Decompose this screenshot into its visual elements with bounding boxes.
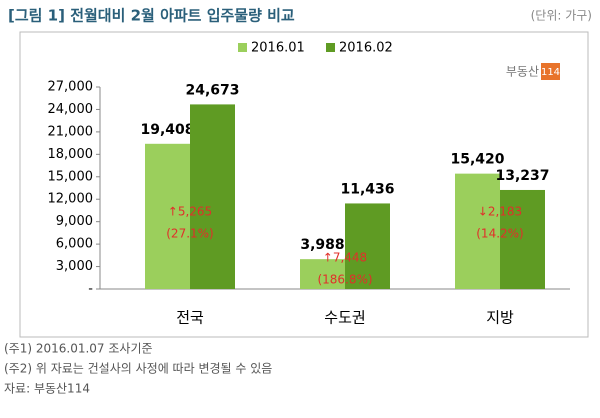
legend-swatch xyxy=(238,43,247,52)
x-tick-label: 지방 xyxy=(486,309,514,327)
logo-box xyxy=(541,63,560,80)
y-tick-label: 24,000 xyxy=(48,102,94,117)
annotation-rate: (27.1%) xyxy=(166,227,213,241)
data-label: 19,408 xyxy=(140,122,194,138)
chart-frame xyxy=(19,31,589,338)
annotation-change: ↑7,448 xyxy=(323,251,367,265)
legend-swatch xyxy=(326,43,335,52)
bar xyxy=(345,203,390,289)
x-tick-label: 전국 xyxy=(176,309,204,327)
footnote: (주1) 2016.01.07 조사기준 xyxy=(4,342,153,356)
y-tick-label: 15,000 xyxy=(48,169,94,184)
footnote: (주2) 위 자료는 건설사의 사정에 따라 변경될 수 있음 xyxy=(4,362,272,376)
logo-text: 부동산 xyxy=(506,65,539,79)
legend-label: 2016.01 xyxy=(251,41,305,56)
bar xyxy=(500,189,545,289)
annotation-rate: (14.2%) xyxy=(476,227,523,241)
footnote: 자료: 부동산114 xyxy=(4,382,90,396)
logo: 부동산 114 xyxy=(506,63,560,80)
annotation-change: ↓2,183 xyxy=(478,205,522,219)
bar xyxy=(190,104,235,289)
x-tick-label: 수도권 xyxy=(324,309,365,327)
bar xyxy=(145,143,190,289)
legend-label: 2016.02 xyxy=(339,41,393,56)
logo-num: 114 xyxy=(541,67,560,78)
y-tick-label: 27,000 xyxy=(48,80,94,95)
unit: (단위: 가구) xyxy=(531,9,592,23)
data-label: 13,237 xyxy=(495,168,549,184)
bar xyxy=(455,173,500,289)
data-label: 24,673 xyxy=(185,82,239,98)
data-label: 15,420 xyxy=(450,152,504,168)
annotation-change: ↑5,265 xyxy=(168,205,212,219)
y-tick-label: 18,000 xyxy=(48,147,94,162)
y-tick-label: 6,000 xyxy=(56,237,93,252)
y-tick-label: 3,000 xyxy=(56,259,93,274)
y-tick-label: - xyxy=(88,282,93,297)
y-tick-label: 9,000 xyxy=(56,214,93,229)
y-tick-label: 21,000 xyxy=(48,124,94,139)
y-tick-label: 12,000 xyxy=(48,192,94,207)
data-label: 3,988 xyxy=(300,237,344,253)
title: [그림 1] 전월대비 2월 아파트 입주물량 비교 xyxy=(8,7,295,25)
annotation-rate: (186.8%) xyxy=(317,273,372,287)
bar xyxy=(300,259,345,289)
data-label: 11,436 xyxy=(340,181,394,197)
